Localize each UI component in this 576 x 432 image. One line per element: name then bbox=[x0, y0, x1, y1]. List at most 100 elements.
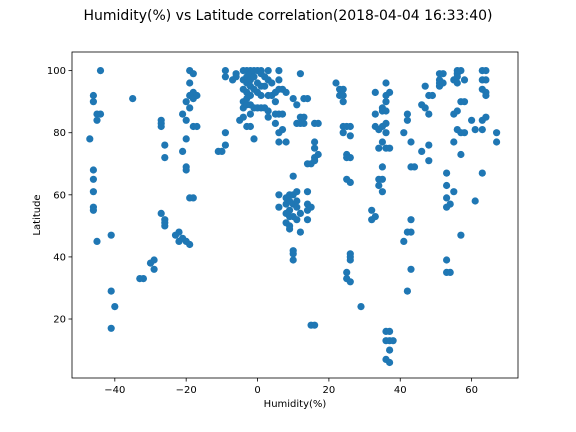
data-point bbox=[275, 67, 283, 75]
data-point bbox=[186, 240, 194, 249]
data-point bbox=[246, 91, 254, 100]
data-point bbox=[443, 256, 451, 264]
data-point bbox=[378, 138, 386, 146]
data-point bbox=[311, 321, 319, 329]
data-point bbox=[443, 181, 451, 190]
data-point bbox=[453, 79, 461, 87]
data-point bbox=[386, 144, 394, 152]
data-point bbox=[293, 197, 301, 205]
data-point bbox=[407, 265, 415, 273]
data-point bbox=[139, 275, 147, 283]
x-tick-label: 20 bbox=[323, 385, 336, 396]
data-point bbox=[371, 213, 379, 221]
data-point bbox=[289, 172, 297, 180]
data-point bbox=[286, 206, 294, 214]
data-point bbox=[443, 169, 451, 177]
data-point bbox=[400, 129, 408, 137]
data-point bbox=[89, 188, 97, 196]
data-point bbox=[378, 175, 386, 183]
data-point bbox=[453, 107, 461, 115]
data-point bbox=[278, 110, 287, 118]
data-point bbox=[346, 278, 354, 286]
data-point bbox=[443, 194, 451, 202]
data-point bbox=[311, 144, 319, 152]
data-point bbox=[478, 126, 486, 134]
data-point bbox=[460, 98, 469, 106]
data-point bbox=[268, 79, 276, 87]
data-point bbox=[421, 104, 429, 112]
data-point bbox=[400, 237, 408, 245]
data-point bbox=[286, 225, 294, 233]
data-point bbox=[450, 188, 458, 196]
data-point bbox=[410, 163, 419, 171]
data-point bbox=[86, 135, 94, 143]
data-point bbox=[293, 188, 301, 196]
data-point bbox=[93, 116, 101, 124]
data-point bbox=[382, 98, 390, 106]
data-point bbox=[182, 166, 190, 174]
x-axis-ticks: −40 −20 0 20 40 60 bbox=[104, 378, 478, 396]
data-point bbox=[296, 70, 304, 78]
data-point bbox=[107, 231, 115, 239]
data-point bbox=[453, 73, 461, 81]
data-point bbox=[378, 163, 386, 171]
data-point bbox=[339, 129, 347, 137]
data-point bbox=[289, 256, 297, 264]
data-point bbox=[346, 122, 354, 131]
data-point bbox=[278, 126, 287, 134]
data-point bbox=[311, 138, 319, 146]
data-point bbox=[111, 303, 119, 311]
data-point bbox=[161, 222, 169, 230]
x-tick-label: 60 bbox=[465, 385, 478, 396]
data-point bbox=[450, 138, 458, 146]
data-point bbox=[89, 206, 97, 214]
data-point bbox=[296, 209, 304, 217]
data-point bbox=[460, 76, 469, 84]
data-point bbox=[425, 141, 433, 149]
data-point bbox=[264, 107, 272, 115]
x-tick-label: −40 bbox=[104, 385, 125, 396]
data-point bbox=[189, 194, 197, 202]
x-axis-label: Humidity(%) bbox=[264, 399, 327, 410]
data-point bbox=[250, 135, 258, 143]
chart-title: Humidity(%) vs Latitude correlation(2018… bbox=[84, 8, 493, 24]
y-tick-label: 20 bbox=[53, 315, 66, 326]
data-point bbox=[221, 129, 229, 137]
data-point bbox=[182, 116, 190, 124]
data-point bbox=[346, 132, 354, 140]
data-point bbox=[446, 200, 454, 208]
data-point bbox=[271, 98, 279, 106]
data-point bbox=[471, 126, 479, 134]
data-point bbox=[386, 346, 394, 354]
data-point bbox=[261, 82, 269, 90]
data-point bbox=[300, 119, 308, 127]
data-point bbox=[179, 110, 187, 118]
x-tick-label: 0 bbox=[254, 385, 260, 396]
data-point bbox=[371, 88, 379, 96]
data-point bbox=[407, 216, 415, 224]
data-point bbox=[386, 358, 394, 367]
data-point bbox=[375, 144, 383, 152]
data-point bbox=[161, 154, 169, 162]
data-point bbox=[89, 98, 97, 106]
data-point bbox=[386, 327, 394, 335]
data-point bbox=[368, 206, 376, 214]
data-point bbox=[346, 154, 354, 162]
data-point bbox=[150, 265, 158, 273]
data-point bbox=[257, 91, 265, 100]
data-point bbox=[346, 178, 354, 186]
data-point bbox=[407, 228, 415, 236]
data-point bbox=[289, 95, 297, 103]
y-axis-ticks: 20 40 60 80 100 bbox=[47, 66, 72, 326]
data-point bbox=[493, 138, 501, 146]
data-point bbox=[161, 141, 169, 149]
data-point bbox=[389, 337, 397, 345]
data-point bbox=[232, 73, 240, 81]
data-point bbox=[107, 324, 115, 332]
data-point bbox=[457, 231, 465, 239]
data-point bbox=[107, 287, 115, 295]
data-points bbox=[86, 67, 501, 367]
y-tick-label: 40 bbox=[53, 252, 66, 263]
data-point bbox=[346, 256, 354, 264]
